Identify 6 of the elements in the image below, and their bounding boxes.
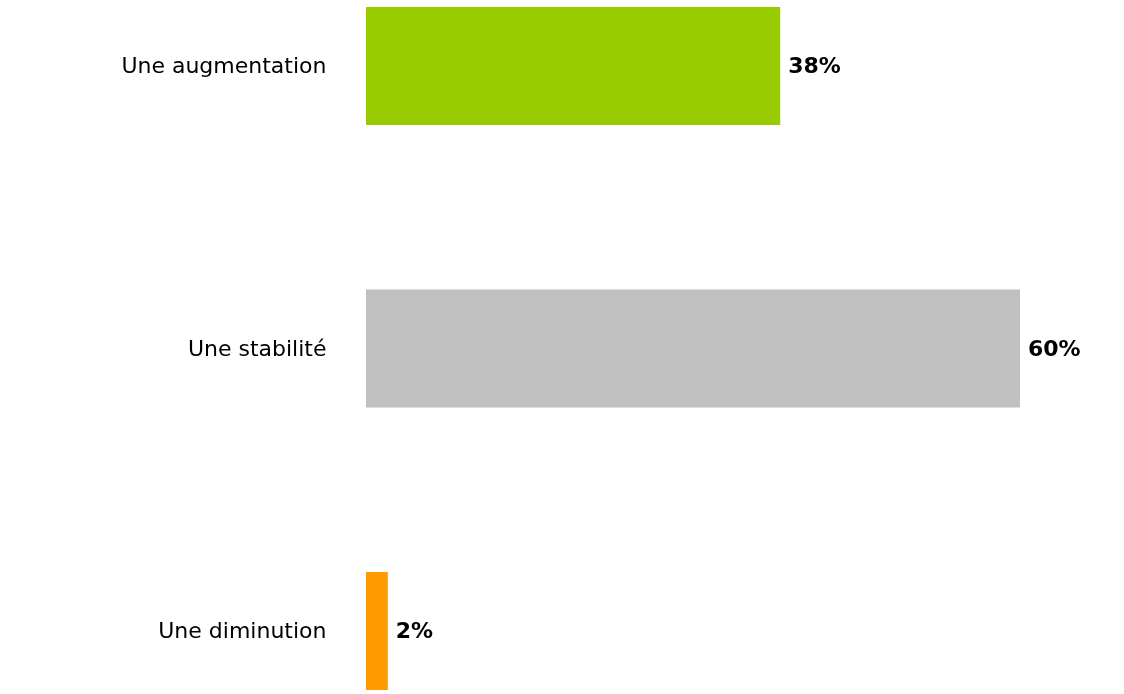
y-tick-label: Une diminution	[158, 617, 327, 643]
y-tick-label: Une stabilité	[187, 335, 327, 361]
data-label: 60%	[1028, 335, 1081, 361]
y-tick-label: Une augmentation	[121, 53, 327, 79]
data-label: 38%	[788, 53, 841, 79]
data-label: 2%	[395, 617, 434, 643]
